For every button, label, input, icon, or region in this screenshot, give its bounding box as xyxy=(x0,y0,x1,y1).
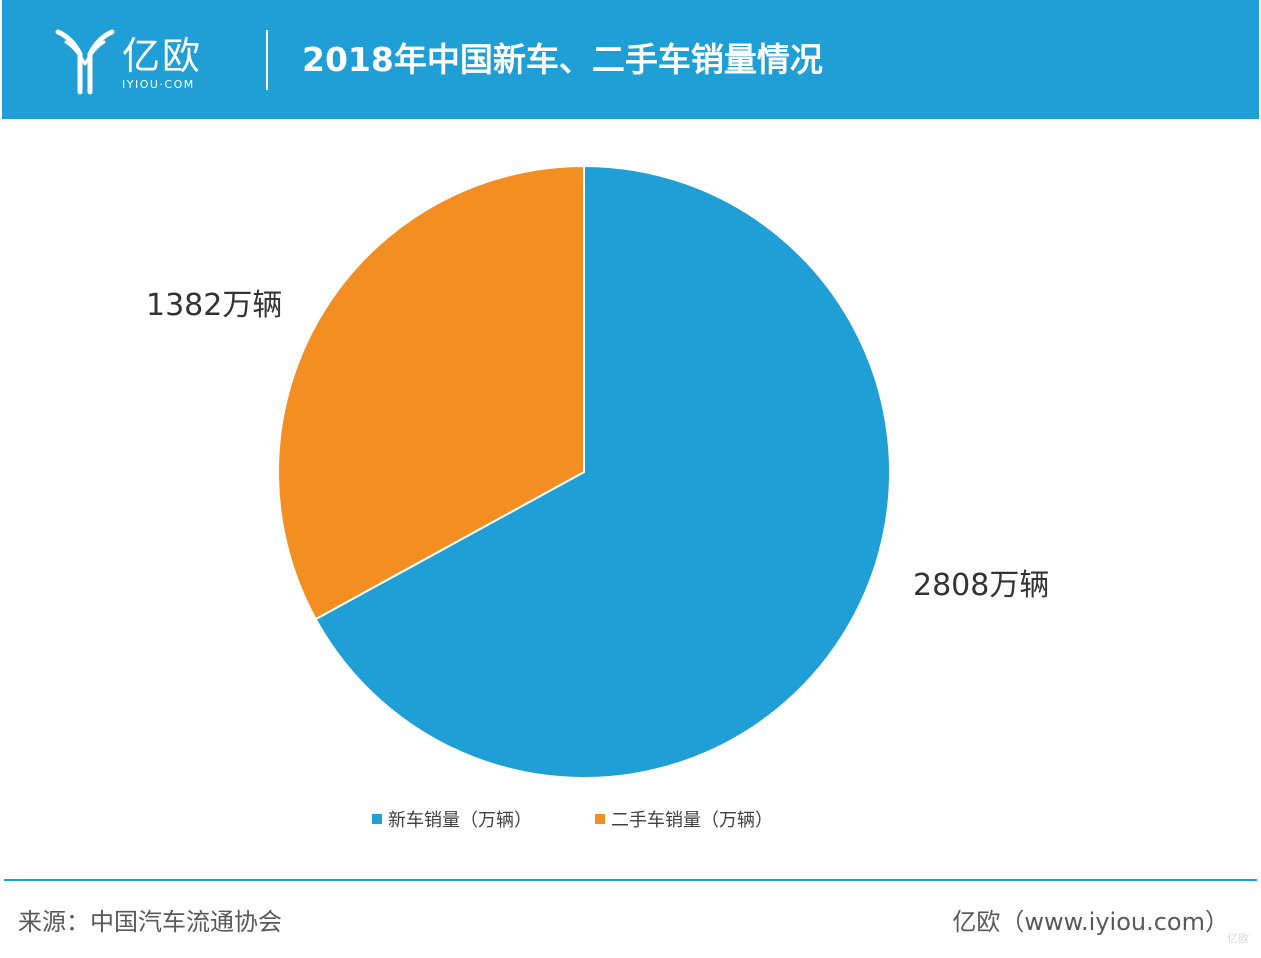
pie-slices xyxy=(277,164,891,779)
pie-slice-used-car xyxy=(277,164,585,621)
logo-text: 亿欧 xyxy=(122,34,203,78)
brand-credit: 亿欧（www.iyiou.com） xyxy=(952,908,1229,936)
pie-slice-new-car xyxy=(314,164,891,779)
watermark: 亿欧 xyxy=(1227,932,1249,945)
chart-legend: 新车销量（万辆） 二手车销量（万辆） xyxy=(372,810,773,831)
header-divider xyxy=(266,30,268,90)
page-title: 2018年中国新车、二手车销量情况 xyxy=(302,40,823,79)
legend-swatch-new-car xyxy=(372,814,382,824)
footer-divider xyxy=(4,879,1257,881)
logo-mark-icon xyxy=(55,29,115,95)
iyiou-logo: 亿欧 IYIOU·COM xyxy=(54,24,234,96)
data-label-used-car: 1382万辆 xyxy=(146,288,282,323)
pie-chart: 2808万辆 1382万辆 新车销量（万辆） 二手车销量（万辆） xyxy=(146,164,1049,831)
legend-label-used-car: 二手车销量（万辆） xyxy=(611,810,773,831)
data-label-new-car: 2808万辆 xyxy=(913,568,1049,603)
logo-subtext: IYIOU·COM xyxy=(122,78,195,91)
legend-swatch-used-car xyxy=(595,814,605,824)
header-banner: 亿欧 IYIOU·COM 2018年中国新车、二手车销量情况 xyxy=(2,0,1259,119)
legend-label-new-car: 新车销量（万辆） xyxy=(388,810,532,831)
source-note: 来源：中国汽车流通协会 xyxy=(18,908,282,936)
